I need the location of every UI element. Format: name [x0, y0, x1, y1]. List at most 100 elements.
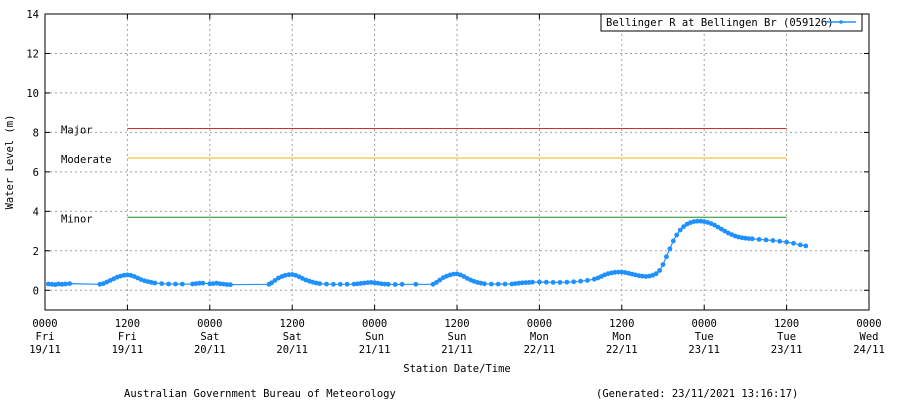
- data-point: [550, 280, 556, 285]
- data-point: [502, 281, 508, 287]
- x-tick-label: Sat: [283, 331, 302, 343]
- x-tick-label: 24/11: [853, 344, 885, 356]
- y-tick-label: 0: [33, 285, 39, 297]
- data-point: [756, 237, 762, 242]
- data-point: [413, 281, 419, 287]
- x-axis-ticks: 0000Fri19/111200Fri19/110000Sat20/111200…: [29, 14, 885, 356]
- data-point: [437, 277, 443, 283]
- x-tick-label: Mon: [612, 331, 631, 343]
- data-point: [694, 218, 700, 224]
- data-point: [331, 281, 336, 287]
- data-point: [46, 281, 51, 287]
- data-point: [519, 280, 525, 286]
- data-point: [791, 240, 796, 246]
- x-tick-label: Sun: [365, 331, 384, 343]
- x-tick-label: 23/11: [771, 344, 803, 356]
- data-point: [67, 281, 73, 286]
- x-tick-label: 0000: [362, 318, 387, 330]
- data-point: [564, 279, 570, 285]
- y-tick-label: 6: [33, 167, 39, 179]
- data-point: [190, 281, 196, 287]
- data-point: [667, 246, 673, 252]
- data-point: [746, 236, 752, 242]
- x-tick-label: 1200: [444, 318, 469, 330]
- data-point: [657, 268, 662, 273]
- data-point: [365, 280, 371, 285]
- data-point: [344, 281, 350, 287]
- data-point: [355, 281, 360, 287]
- data-point: [63, 281, 68, 287]
- data-point: [382, 281, 388, 287]
- data-point: [221, 281, 226, 287]
- y-axis-label: Water Level (m): [4, 115, 16, 210]
- data-point: [385, 281, 391, 287]
- data-point: [653, 271, 659, 277]
- y-tick-label: 4: [33, 206, 39, 218]
- data-point: [166, 281, 172, 287]
- legend: Bellinger R at Bellingen Br (059126): [600, 13, 863, 32]
- data-point: [179, 281, 185, 287]
- data-point: [660, 262, 666, 267]
- data-point: [173, 281, 178, 287]
- data-point: [616, 269, 621, 275]
- data-point: [557, 280, 563, 285]
- data-point: [543, 279, 549, 285]
- x-tick-label: 0000: [527, 318, 552, 330]
- x-tick-label: 0000: [856, 318, 881, 330]
- data-point: [337, 281, 343, 287]
- x-tick-label: Fri: [36, 331, 55, 343]
- threshold-label-moderate: Moderate: [61, 154, 112, 166]
- x-tick-label: 1200: [115, 318, 140, 330]
- x-tick-label: 22/11: [524, 344, 556, 356]
- x-tick-label: 19/11: [29, 344, 61, 356]
- data-point: [324, 281, 329, 287]
- data-point: [509, 281, 515, 287]
- data-point: [197, 280, 202, 286]
- data-point: [228, 282, 233, 288]
- x-tick-label: Fri: [118, 331, 137, 343]
- data-point: [578, 278, 583, 284]
- data-point: [392, 282, 398, 287]
- series-layer: [46, 218, 809, 288]
- x-tick-label: 1200: [609, 318, 634, 330]
- data-point: [530, 279, 535, 285]
- x-tick-label: 0000: [692, 318, 717, 330]
- data-point: [715, 224, 721, 230]
- y-axis-ticks: 0 2 4 6 8 10 12 14: [26, 9, 869, 297]
- data-point: [670, 238, 676, 244]
- data-point: [272, 278, 278, 283]
- data-point: [317, 281, 323, 286]
- data-point: [763, 237, 769, 243]
- x-tick-label: 21/11: [441, 344, 473, 356]
- legend-box: [600, 13, 863, 32]
- threshold-label-minor: Minor: [61, 213, 93, 225]
- x-axis-label: Station Date/Time: [403, 363, 510, 375]
- data-point: [585, 278, 590, 283]
- data-point: [612, 269, 618, 275]
- data-point: [210, 281, 216, 286]
- data-point: [200, 280, 206, 286]
- x-tick-label: 20/11: [276, 344, 308, 356]
- data-point: [643, 274, 649, 279]
- x-tick-label: Tue: [777, 331, 796, 343]
- y-tick-label: 8: [33, 127, 39, 139]
- data-point: [537, 279, 542, 285]
- data-point: [482, 281, 487, 287]
- x-tick-label: 0000: [32, 318, 57, 330]
- data-point: [451, 271, 456, 277]
- data-point: [664, 254, 669, 260]
- x-tick-label: 21/11: [359, 344, 391, 356]
- footer-source: Australian Government Bureau of Meteorol…: [124, 388, 396, 400]
- legend-label: Bellinger R at Bellingen Br (059126): [606, 17, 834, 29]
- y-tick-label: 12: [26, 48, 39, 60]
- x-tick-label: 20/11: [194, 344, 226, 356]
- data-point: [399, 281, 405, 287]
- data-point: [286, 272, 292, 278]
- data-point: [495, 281, 501, 287]
- data-point: [56, 281, 62, 287]
- x-tick-label: 22/11: [606, 344, 638, 356]
- legend-marker-sample: [839, 20, 843, 24]
- x-tick-label: 1200: [774, 318, 799, 330]
- data-point: [674, 232, 680, 238]
